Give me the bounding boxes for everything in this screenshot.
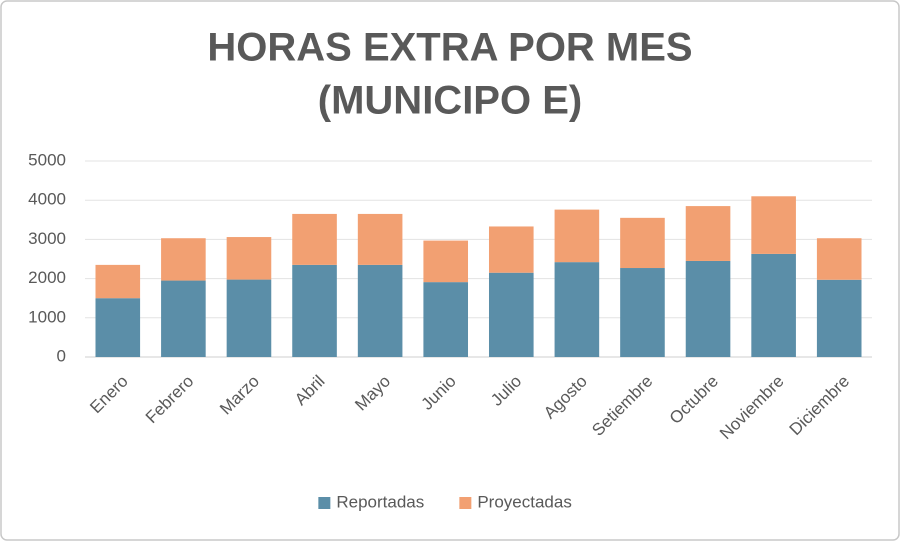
y-tick-label: 4000 — [28, 190, 66, 209]
y-tick-label: 1000 — [28, 307, 66, 326]
bar-segment — [620, 217, 665, 269]
bar-segment — [751, 253, 796, 357]
bar-segment — [161, 280, 206, 357]
bar-segment — [554, 209, 600, 263]
bar-segment — [226, 237, 272, 280]
y-tick-label: 3000 — [28, 229, 66, 248]
bar-segment — [685, 206, 731, 261]
y-tick-label: 5000 — [28, 150, 66, 169]
bar-segment — [95, 264, 141, 299]
bar-segment — [816, 238, 862, 280]
bar-segment — [357, 264, 403, 357]
bar-segment — [423, 240, 469, 283]
bar-segment — [685, 260, 731, 357]
bar-segment — [488, 272, 534, 357]
bar-segment — [554, 262, 600, 357]
bar-segment — [751, 196, 796, 254]
bar-segment — [292, 213, 337, 265]
legend-label: Reportadas — [336, 492, 424, 511]
legend-swatch — [459, 497, 472, 509]
bar-segment — [488, 226, 534, 273]
legend-swatch — [318, 497, 331, 509]
bar-segment — [423, 282, 469, 357]
y-tick-label: 2000 — [28, 268, 66, 287]
bar-segment — [816, 279, 862, 357]
legend-label: Proyectadas — [477, 492, 571, 511]
bar-segment — [95, 298, 141, 357]
bar-segment — [292, 264, 337, 357]
bar-segment — [226, 279, 272, 357]
bar-segment — [357, 213, 403, 265]
y-tick-label: 0 — [57, 346, 66, 365]
chart-title: HORAS EXTRA POR MES — [207, 26, 692, 70]
bar-segment — [620, 268, 665, 357]
chart-title: (MUNICIPO E) — [318, 79, 582, 123]
bar-segment — [161, 238, 206, 281]
